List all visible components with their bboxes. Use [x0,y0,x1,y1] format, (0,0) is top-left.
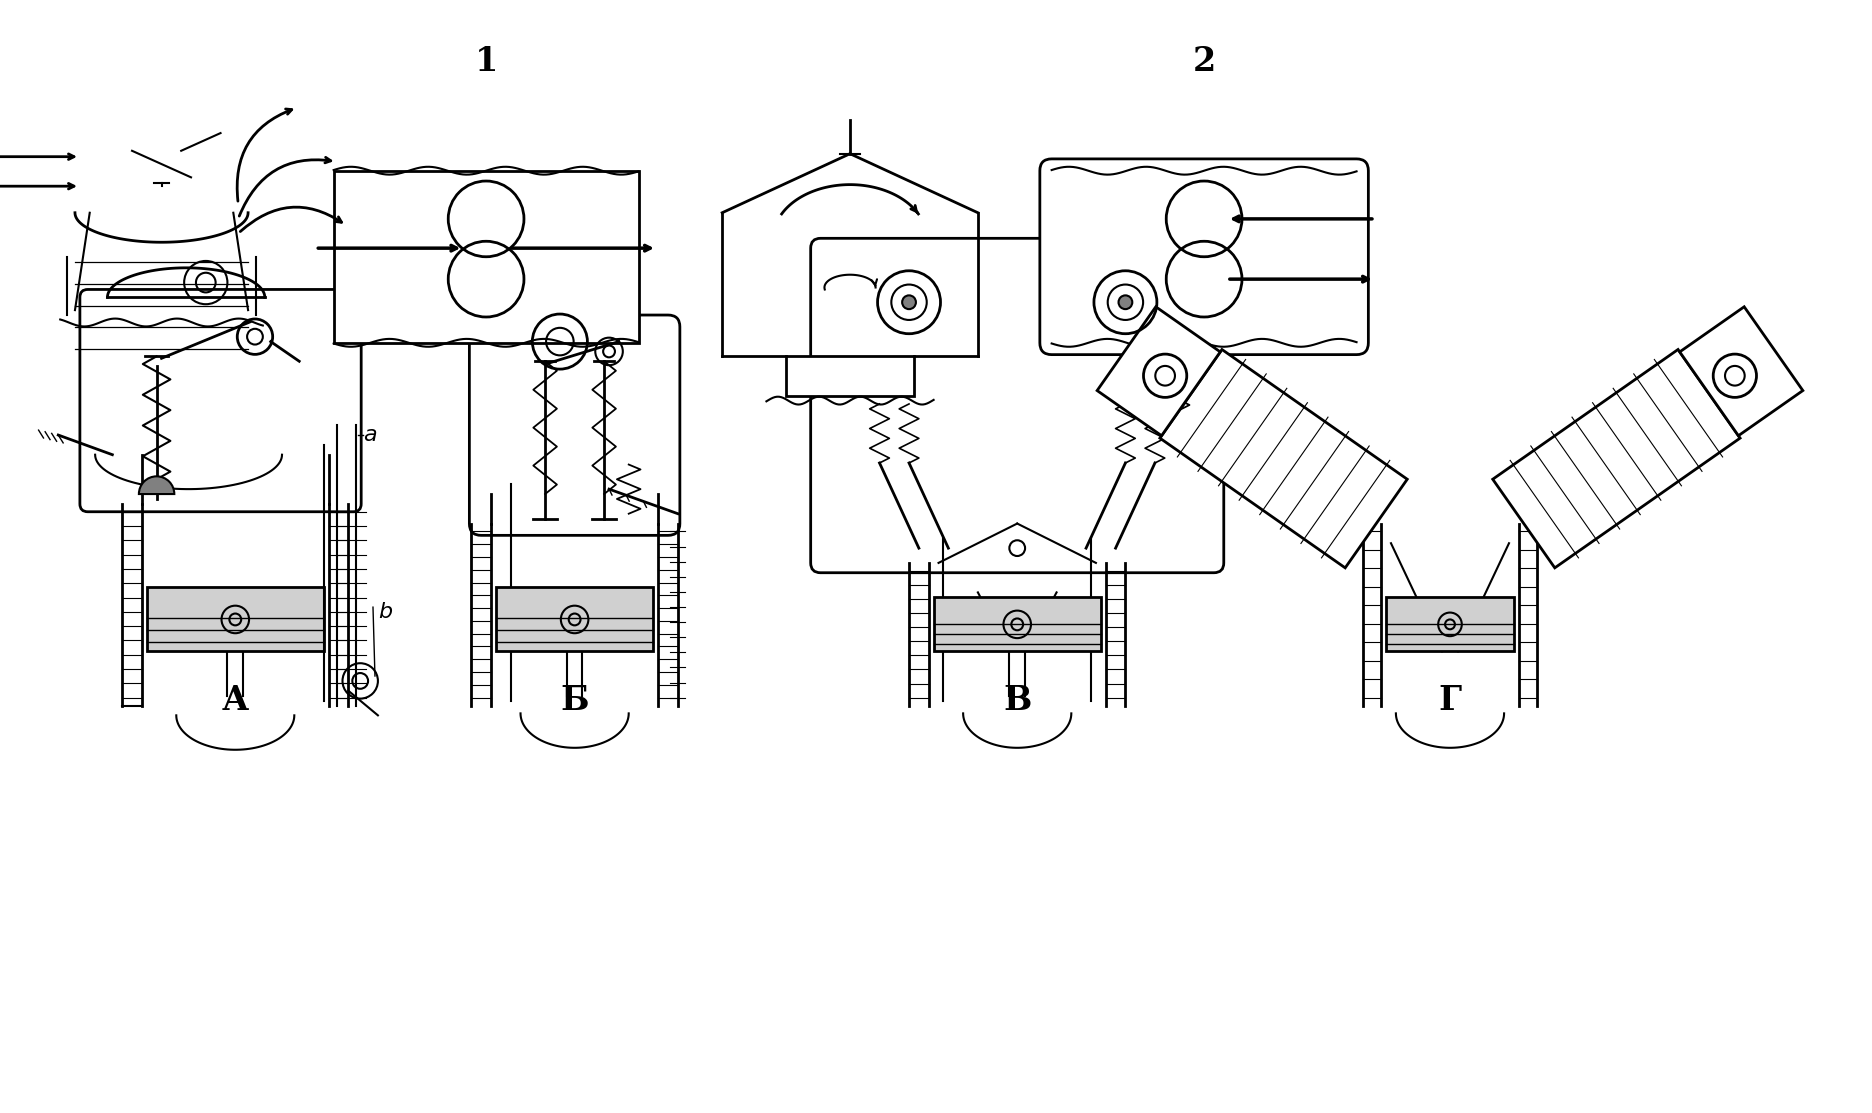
FancyBboxPatch shape [470,315,680,535]
Text: a: a [363,425,376,445]
Bar [786,356,914,396]
Bar [1385,598,1514,651]
Text: 2: 2 [1192,45,1215,78]
Text: А: А [221,684,249,717]
FancyBboxPatch shape [1039,159,1368,355]
Text: Г: Г [1438,684,1462,717]
Circle shape [1119,295,1133,309]
Wedge shape [139,476,174,494]
Text: Б: Б [560,684,590,717]
Text: В: В [1003,684,1031,717]
Text: b: b [378,602,391,622]
Polygon shape [1492,349,1741,568]
Bar [934,598,1101,651]
Bar [496,588,653,651]
Bar [146,588,324,651]
FancyBboxPatch shape [811,238,1224,573]
FancyBboxPatch shape [80,289,361,512]
Bar [333,170,638,343]
Text: 1: 1 [474,45,498,78]
Polygon shape [1161,349,1408,568]
Polygon shape [1679,307,1803,435]
Polygon shape [1097,307,1221,435]
Circle shape [902,295,915,309]
